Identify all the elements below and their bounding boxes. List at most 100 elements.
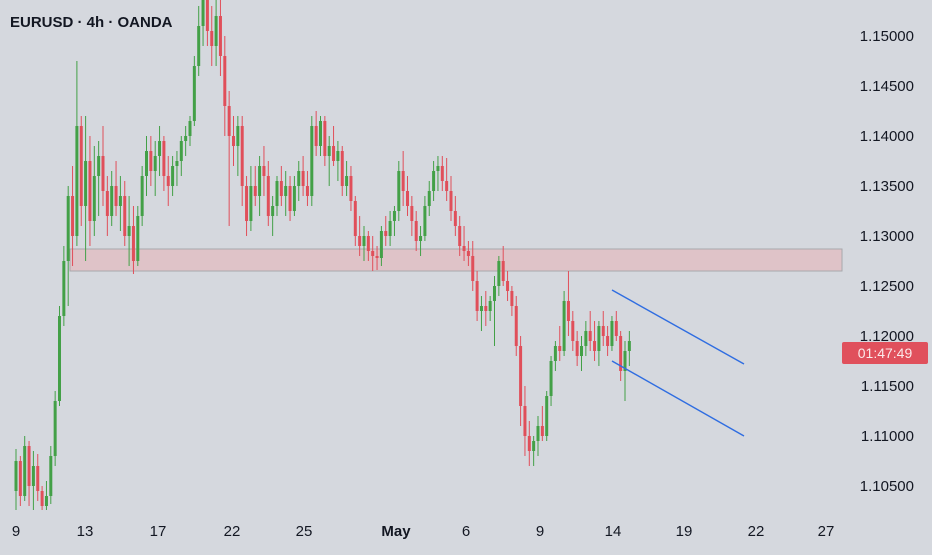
candle-body — [292, 186, 296, 211]
candle — [140, 166, 144, 226]
candle — [440, 156, 444, 191]
candle-body — [205, 0, 209, 31]
candle-body — [588, 331, 592, 341]
candle — [410, 196, 414, 236]
candle — [449, 176, 453, 221]
candle-body — [171, 166, 175, 186]
candle — [588, 311, 592, 351]
candle-body — [419, 236, 423, 241]
candle-body — [97, 156, 101, 176]
candle-body — [627, 341, 631, 351]
time-tick-label: 19 — [676, 523, 693, 540]
candle-body — [362, 236, 366, 246]
candle — [210, 6, 214, 66]
candle-body — [158, 141, 162, 156]
candle — [375, 246, 379, 270]
candle-body — [549, 361, 553, 396]
candle-body — [92, 176, 96, 221]
candle-body — [375, 256, 379, 258]
candle — [184, 126, 188, 156]
candle — [240, 116, 244, 206]
candle — [488, 296, 492, 321]
resistance-zone[interactable] — [69, 248, 843, 272]
candle — [105, 176, 109, 236]
candle — [466, 241, 470, 266]
candle-body — [553, 346, 557, 361]
candle-body — [562, 301, 566, 351]
candle-body — [218, 16, 222, 56]
candle-body — [593, 341, 597, 351]
candle-body — [227, 106, 231, 136]
candle-body — [479, 306, 483, 311]
candle — [419, 226, 423, 256]
candle-body — [275, 181, 279, 206]
time-tick-label: 14 — [605, 523, 622, 540]
candle-body — [245, 186, 249, 221]
candle-body — [201, 0, 205, 26]
candle — [475, 271, 479, 321]
candle-body — [440, 166, 444, 181]
candle — [245, 176, 249, 236]
candle-body — [514, 306, 518, 346]
candle — [619, 331, 623, 381]
time-axis[interactable]: 9 13 17 22 25 May 6 9 14 19 22 27 — [12, 523, 835, 540]
candle-body — [575, 341, 579, 356]
candle-body — [506, 281, 510, 291]
candle — [358, 216, 362, 256]
candle-body — [397, 171, 401, 211]
price-tick-label: 1.11000 — [861, 428, 914, 445]
candle-body — [327, 146, 331, 156]
candle — [175, 151, 179, 186]
candle-body — [619, 336, 623, 371]
candle — [314, 111, 318, 156]
channel-lower-line[interactable] — [611, 360, 745, 437]
candle-body — [462, 246, 466, 251]
candle-body — [288, 186, 292, 211]
candle — [232, 116, 235, 166]
candle-body — [118, 196, 122, 206]
candle-body — [449, 191, 453, 211]
candle — [453, 196, 457, 236]
candle — [353, 196, 357, 246]
candle — [162, 136, 166, 191]
time-tick-label: 22 — [224, 523, 241, 540]
candle — [292, 176, 296, 216]
candle-body — [236, 126, 240, 146]
candle — [236, 116, 240, 176]
candle-body — [349, 176, 353, 201]
candle — [371, 236, 375, 271]
candle — [601, 311, 605, 346]
candle-body — [175, 161, 179, 166]
candle-body — [75, 126, 79, 236]
candle-body — [536, 426, 540, 441]
candle-body — [40, 491, 44, 506]
candle-body — [566, 301, 570, 321]
candle — [101, 126, 105, 206]
candle — [249, 166, 253, 231]
channel-upper-line[interactable] — [611, 289, 745, 365]
candle — [506, 271, 510, 301]
candle-body — [353, 201, 357, 236]
candle — [197, 6, 201, 76]
candle — [510, 286, 514, 316]
candle-body — [162, 141, 166, 176]
candle — [218, 0, 222, 76]
candle-body — [62, 261, 66, 316]
candle-body — [136, 216, 140, 261]
candle-body — [540, 426, 544, 436]
candle — [266, 161, 270, 226]
candle-body — [310, 126, 314, 196]
candle — [540, 406, 544, 441]
candle — [545, 391, 549, 441]
candle — [284, 171, 288, 216]
candle — [627, 331, 631, 366]
candle — [258, 156, 262, 216]
time-tick-label: 6 — [462, 523, 470, 540]
time-tick-label: 9 — [536, 523, 544, 540]
candle-body — [153, 156, 157, 171]
candle — [114, 161, 118, 216]
price-axis[interactable]: 1.15000 1.14500 1.14000 1.13500 1.13000 1.125… — [860, 28, 914, 495]
price-tick-label: 1.13000 — [860, 228, 914, 245]
candle — [62, 246, 66, 326]
